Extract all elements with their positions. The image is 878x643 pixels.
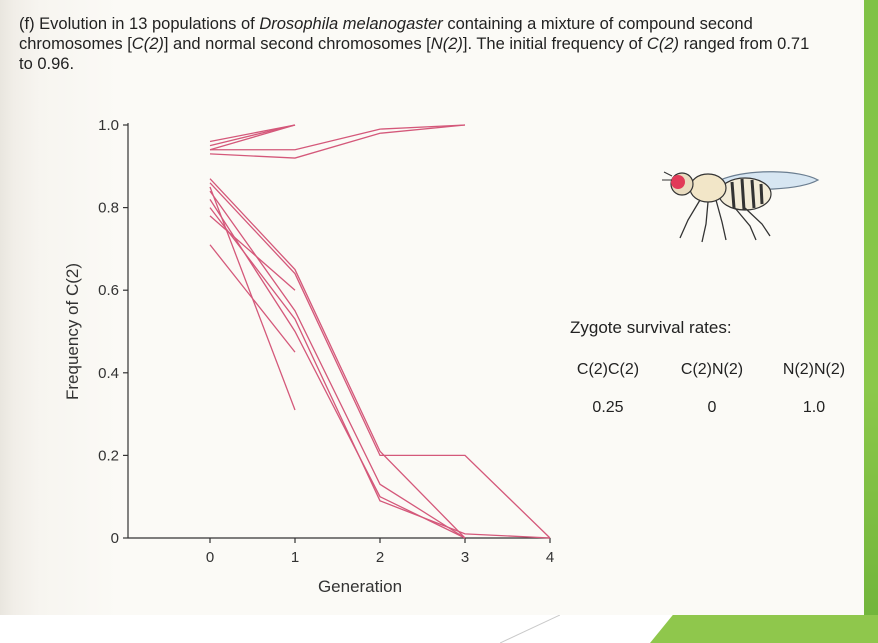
line-chart: 0 0.2 0.4 0.6 0.8 1.0 0 1 2 3 4 Generation Frequency… <box>63 117 554 596</box>
y-tick-label: 0.6 <box>98 282 119 299</box>
rate-n2n2: 1.0 <box>802 399 826 416</box>
series-line-7 <box>209 182 551 539</box>
series-line-8 <box>209 190 466 539</box>
caption-c2-a: C(2) <box>131 35 164 53</box>
series-line-3 <box>209 124 296 151</box>
x-tick-label: 3 <box>461 549 469 566</box>
genotype-c2c2: C(2)C(2) <box>576 361 640 378</box>
y-axis-label: Frequency of C(2) <box>63 263 82 400</box>
genotype-c2n2: C(2)N(2) <box>680 361 744 378</box>
y-tick-label: 0.2 <box>98 447 119 464</box>
slide-accent-line <box>500 615 560 643</box>
series-line-12 <box>209 215 296 291</box>
slide-accent-corner <box>650 615 878 643</box>
y-tick-label: 0.4 <box>98 365 119 382</box>
caption-text-5: ranged from 0.71 to 0.96. <box>19 35 810 73</box>
series-line-10 <box>209 207 551 539</box>
zygote-title: Zygote survival rates: <box>570 318 732 337</box>
rate-c2n2: 0 <box>707 399 717 416</box>
fruit-fly-illustration <box>662 171 820 243</box>
series-line-2 <box>209 124 296 147</box>
caption-label: (f) <box>19 15 35 33</box>
slide-accent-bar <box>864 0 878 643</box>
series-line-4 <box>210 124 466 151</box>
scanned-page <box>0 0 866 615</box>
genotype-n2n2: N(2)N(2) <box>782 361 846 378</box>
series-line-6 <box>209 178 466 539</box>
rate-c2c2: 0.25 <box>592 399 624 416</box>
x-tick-label: 4 <box>546 549 554 566</box>
x-tick-label: 0 <box>206 549 214 566</box>
x-axis-label: Generation <box>318 577 402 596</box>
series-line-1 <box>209 124 296 143</box>
caption-text-1: Evolution in 13 populations of <box>39 15 260 33</box>
x-tick-label: 2 <box>376 549 384 566</box>
caption-text-2: containing a mixture of compound second … <box>19 15 753 53</box>
y-tick-label: 0.8 <box>98 200 119 217</box>
caption-c2-b: C(2) <box>646 35 680 53</box>
figure-caption: (f) Evolution in 13 populations of Droso… <box>19 14 819 74</box>
y-tick-label: 0 <box>111 530 119 547</box>
series-line-5 <box>209 124 466 159</box>
caption-n2: N(2) <box>430 35 463 53</box>
caption-text-3: ] and normal second chromosomes [ <box>163 35 431 53</box>
y-tick-label: 1.0 <box>98 117 119 134</box>
series-line-13 <box>209 244 296 353</box>
caption-text-4: ]. The initial frequency of <box>462 35 647 53</box>
caption-species: Drosophila melanogaster <box>259 15 443 33</box>
x-tick-label: 1 <box>291 549 299 566</box>
